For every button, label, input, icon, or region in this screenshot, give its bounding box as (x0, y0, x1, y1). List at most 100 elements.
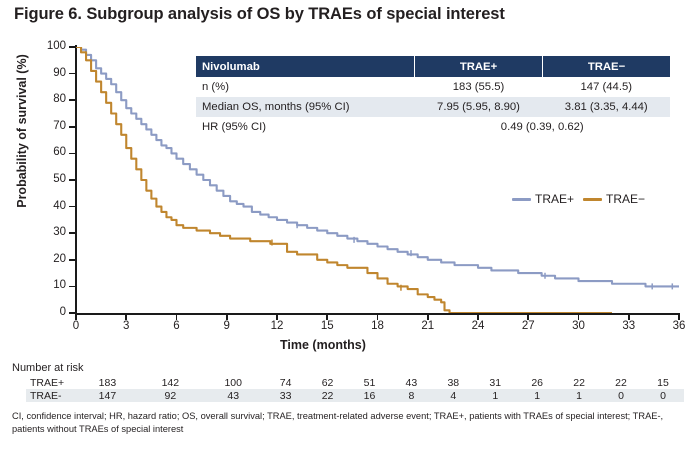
risk-table-row: TRAE- 147 92 43 33 22 16 8 4 1 1 1 0 0 (26, 389, 684, 402)
km-curve-trae-pos (76, 47, 679, 288)
km-curve-trae-neg (76, 47, 612, 313)
risk-cell: 92 (138, 389, 202, 402)
y-tick-label: 60 (53, 146, 66, 159)
y-tick (69, 126, 75, 128)
legend-swatch-icon (583, 197, 603, 201)
risk-cell: 62 (306, 376, 349, 389)
risk-cell: 0 (600, 389, 642, 402)
legend-label-trae-pos: TRAE+ (535, 192, 575, 206)
risk-cell: 1 (474, 389, 517, 402)
y-tick (69, 259, 75, 261)
x-tick (175, 314, 178, 320)
x-tick-label: 18 (371, 320, 384, 332)
risk-cell: 74 (264, 376, 307, 389)
x-tick (627, 314, 630, 320)
risk-row-label: TRAE- (26, 389, 76, 402)
x-tick (577, 314, 580, 320)
y-tick-label: 100 (46, 40, 66, 52)
risk-cell: 0 (641, 389, 684, 402)
y-tick-label: 50 (53, 173, 66, 185)
y-axis-title: Probability of survival (%) (15, 54, 29, 208)
plot-area (76, 47, 679, 313)
y-tick-label: 0 (59, 306, 66, 318)
legend-swatch-icon (512, 197, 531, 201)
risk-cell: 22 (558, 376, 601, 389)
y-tick (69, 285, 75, 288)
y-tick (69, 152, 75, 155)
risk-cell: 147 (76, 389, 139, 402)
risk-cell: 33 (264, 389, 307, 402)
x-tick-label: 30 (572, 320, 585, 332)
summary-table-row: HR (95% CI) 0.49 (0.39, 0.62) (196, 117, 670, 137)
risk-table: TRAE+ 183 142 100 74 62 51 43 38 31 26 22 22 15 TRAE- 1… (26, 376, 684, 402)
y-tick (69, 99, 75, 101)
risk-cell: 183 (76, 376, 139, 389)
x-tick (125, 314, 128, 320)
risk-cell: 4 (432, 389, 475, 402)
x-tick (477, 314, 479, 320)
summary-row-value-trae-pos: 7.95 (5.95, 8.90) (414, 97, 543, 117)
risk-cell: 31 (474, 376, 517, 389)
x-tick (225, 314, 228, 320)
y-tick-label: 70 (53, 119, 66, 132)
legend-item-trae-neg: TRAE− (583, 192, 645, 206)
risk-cell: 22 (306, 389, 349, 402)
y-axis-line (75, 45, 77, 315)
y-tick (69, 232, 75, 234)
page-title: Figure 6. Subgroup analysis of OS by TRA… (14, 5, 505, 23)
x-tick-label: 36 (672, 320, 686, 332)
risk-cell: 43 (201, 389, 265, 402)
x-tick-label: 12 (270, 320, 284, 332)
x-tick-label: 0 (72, 320, 80, 332)
y-tick-label: 20 (53, 252, 66, 265)
risk-cell: 1 (516, 389, 559, 402)
x-tick-label: 6 (173, 320, 180, 332)
summary-row-value-trae-pos: 183 (55.5) (414, 77, 543, 97)
x-tick-label: 33 (622, 320, 636, 332)
summary-table-row: Median OS, months (95% CI) 7.95 (5.95, 8.… (196, 97, 670, 117)
y-tick (69, 205, 75, 208)
y-tick (69, 72, 75, 75)
risk-cell: 8 (390, 389, 433, 402)
risk-cell: 51 (348, 376, 391, 389)
x-tick (527, 314, 530, 320)
x-tick-label: 24 (471, 320, 485, 332)
x-tick (426, 314, 429, 320)
risk-cell: 26 (516, 376, 559, 389)
y-tick (69, 179, 75, 181)
x-tick (75, 314, 77, 320)
risk-cell: 142 (138, 376, 202, 389)
title-divider (0, 30, 692, 31)
summary-row-label: n (%) (196, 77, 415, 97)
y-tick-label: 90 (53, 66, 66, 79)
summary-table-row: n (%) 183 (55.5) 147 (44.5) (196, 77, 670, 97)
x-tick-label: 15 (320, 320, 334, 332)
y-tick (69, 46, 75, 48)
x-tick (276, 314, 278, 320)
summary-row-value-spanned: 0.49 (0.39, 0.62) (414, 117, 670, 137)
y-tick-label: 10 (53, 279, 66, 292)
risk-cell: 38 (432, 376, 475, 389)
x-tick-label: 3 (123, 320, 130, 332)
risk-cell: 22 (600, 376, 642, 389)
y-tick-label: 30 (53, 226, 66, 239)
x-axis-line (75, 313, 680, 315)
summary-row-value-trae-neg: 3.81 (3.35, 4.44) (542, 97, 670, 117)
summary-header-trae-neg: TRAE− (542, 56, 670, 77)
y-tick (69, 312, 75, 314)
summary-table-header-row: Nivolumab TRAE+ TRAE− (196, 56, 670, 77)
km-curves (76, 47, 679, 313)
chart-legend: TRAE+ TRAE− (512, 192, 645, 206)
y-tick-label: 80 (53, 93, 66, 106)
summary-table: Nivolumab TRAE+ TRAE− n (%) 183 (55.5) 147… (196, 56, 670, 137)
risk-cell: 1 (558, 389, 601, 402)
x-tick-label: 27 (521, 320, 535, 332)
x-tick-label: 9 (223, 320, 230, 332)
summary-row-label: Median OS, months (95% CI) (196, 97, 415, 117)
x-tick (678, 314, 680, 320)
risk-cell: 100 (201, 376, 265, 389)
summary-row-value-trae-neg: 147 (44.5) (542, 77, 670, 97)
summary-header-treatment: Nivolumab (196, 56, 415, 77)
y-tick-label: 40 (53, 199, 66, 212)
